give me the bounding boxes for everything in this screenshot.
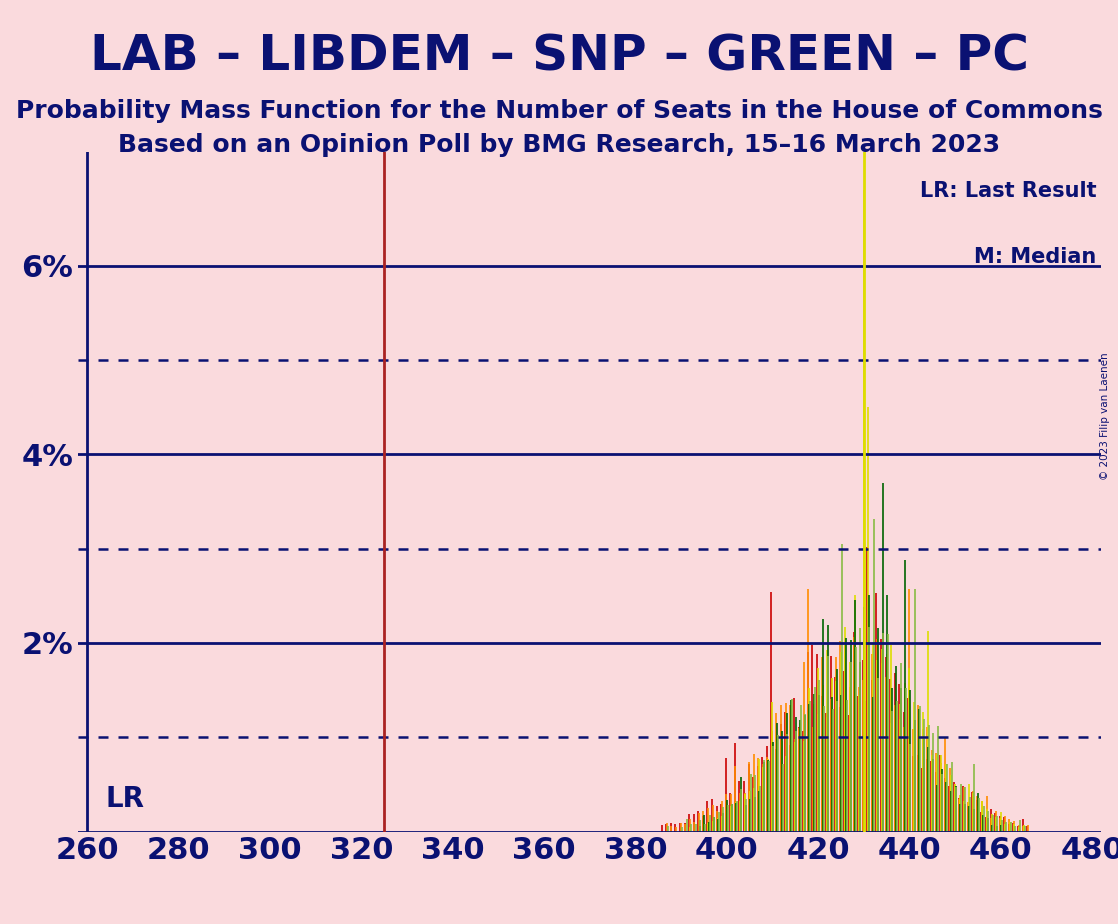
- Text: LR: LR: [106, 784, 144, 813]
- Text: M: Median: M: Median: [975, 247, 1097, 267]
- Text: LAB – LIBDEM – SNP – GREEN – PC: LAB – LIBDEM – SNP – GREEN – PC: [89, 32, 1029, 80]
- Text: LR: Last Result: LR: Last Result: [920, 181, 1097, 201]
- Text: Based on an Opinion Poll by BMG Research, 15–16 March 2023: Based on an Opinion Poll by BMG Research…: [117, 133, 1001, 157]
- Text: Probability Mass Function for the Number of Seats in the House of Commons: Probability Mass Function for the Number…: [16, 99, 1102, 123]
- Text: © 2023 Filip van Laenen: © 2023 Filip van Laenen: [1100, 352, 1110, 480]
